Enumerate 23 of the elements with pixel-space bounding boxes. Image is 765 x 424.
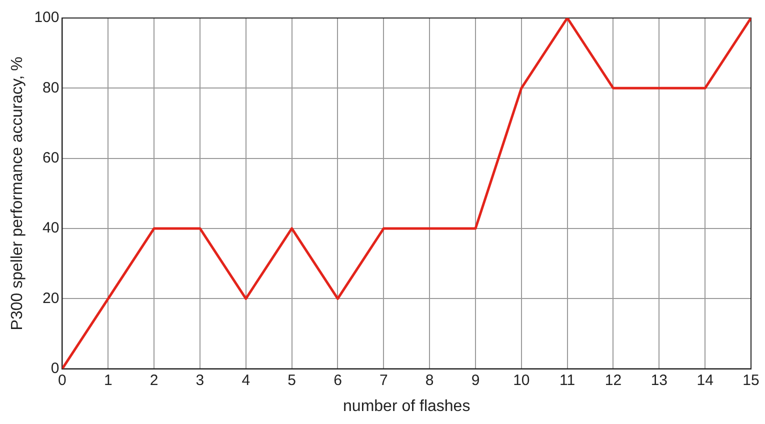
x-tick-label: 1: [104, 372, 112, 389]
x-tick-label: 3: [196, 372, 204, 389]
x-tick-label: 15: [742, 372, 760, 389]
x-tick-label: 11: [560, 372, 576, 389]
y-tick-label: 40: [42, 220, 60, 237]
x-tick-label: 10: [513, 372, 530, 389]
x-tick-label: 13: [650, 372, 668, 389]
x-tick-label: 14: [696, 372, 714, 389]
x-tick-label: 4: [242, 372, 250, 389]
y-tick-label: 20: [42, 290, 60, 307]
x-tick-label: 7: [379, 372, 388, 389]
x-tick-label: 12: [604, 372, 622, 389]
y-tick-label: 100: [34, 9, 60, 26]
y-tick-label: 0: [50, 360, 60, 377]
y-axis-title: P300 speller performance accuracy, %: [9, 56, 26, 330]
x-tick-label: 2: [150, 372, 158, 389]
x-tick-label: 9: [471, 372, 480, 389]
x-tick-label: 5: [288, 372, 296, 389]
y-tick-label: 80: [42, 79, 60, 96]
x-tick-label: 6: [334, 372, 342, 389]
x-tick-label: 8: [425, 372, 434, 389]
y-tick-label: 60: [42, 149, 60, 166]
x-axis-title: number of flashes: [343, 398, 470, 415]
